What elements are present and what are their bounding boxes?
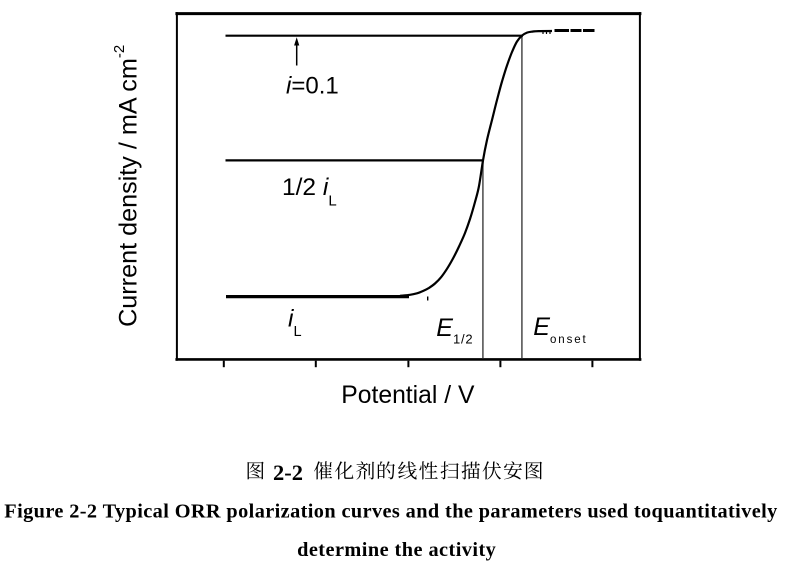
svg-text:Potential / V: Potential / V: [341, 382, 475, 409]
svg-text:i=0.1: i=0.1: [286, 73, 339, 100]
svg-text:E1/2: E1/2: [436, 314, 473, 347]
svg-text:1/2 iL: 1/2 iL: [282, 174, 337, 210]
svg-text:iL: iL: [288, 306, 302, 341]
svg-text:2-2: 2-2: [273, 460, 303, 485]
svg-text:Figure 2-2 Typical ORR polariz: Figure 2-2 Typical ORR polarization curv…: [4, 501, 777, 523]
svg-text:Eonset: Eonset: [533, 313, 587, 346]
svg-text:determine the activity: determine the activity: [297, 539, 496, 561]
svg-text:Current density / mA cm-2: Current density / mA cm-2: [111, 45, 143, 327]
